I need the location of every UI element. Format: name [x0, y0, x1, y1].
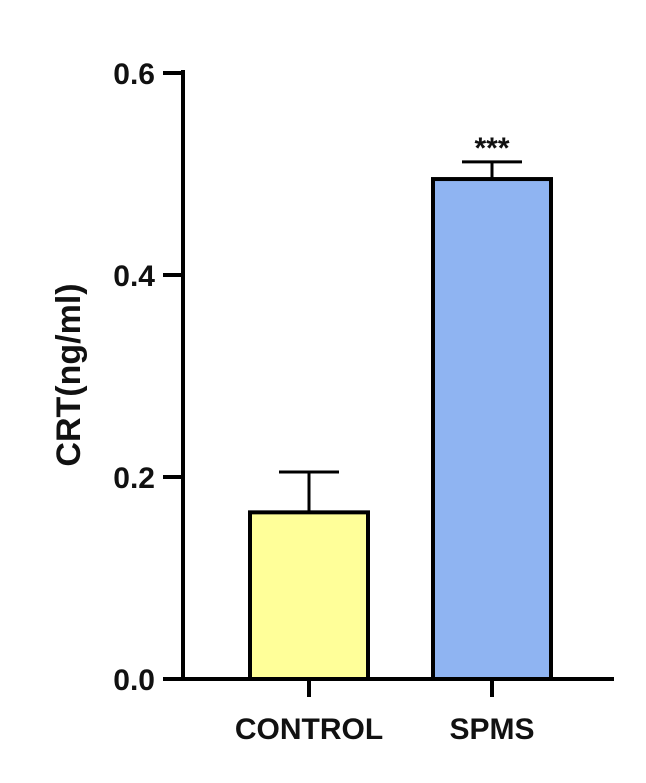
y-ticks-group: 0.0 0.2 0.4 0.6 — [113, 58, 183, 697]
bars-group: *** — [248, 132, 553, 682]
y-axis-title: CRT(ng/ml) — [50, 283, 88, 466]
bar-control — [248, 510, 370, 681]
significance-label: *** — [474, 132, 509, 165]
y-tick-label: 0.0 — [113, 664, 155, 697]
y-tick-label: 0.4 — [113, 260, 155, 293]
bar-spms — [431, 177, 553, 682]
x-category-label: CONTROL — [235, 713, 383, 746]
x-category-label: SPMS — [449, 713, 534, 746]
x-ticks-group: CONTROL SPMS — [235, 679, 535, 746]
y-tick-label: 0.6 — [113, 58, 155, 91]
axes-group — [181, 70, 614, 681]
y-tick-label: 0.2 — [113, 462, 155, 495]
